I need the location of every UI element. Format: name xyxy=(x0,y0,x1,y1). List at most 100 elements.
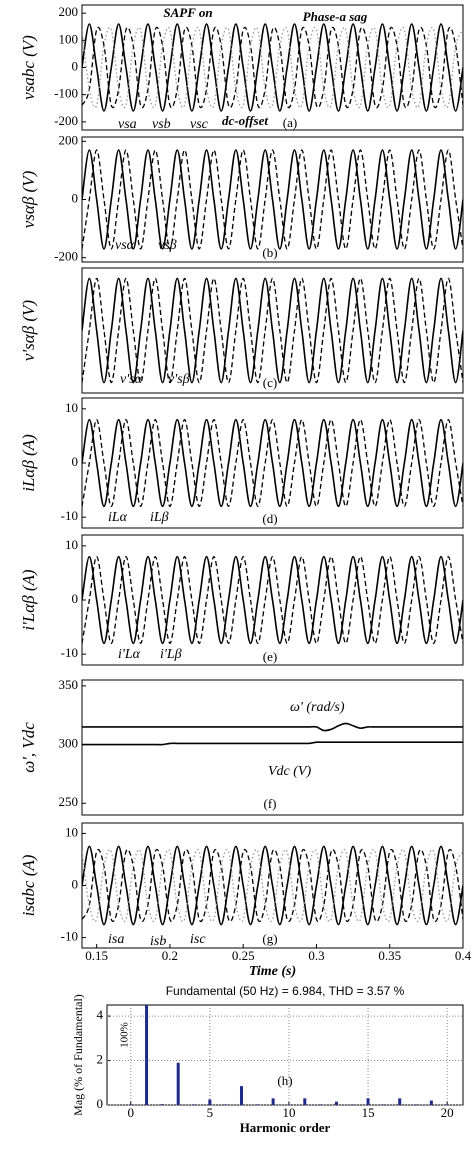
x-tick-label: 10 xyxy=(282,1105,295,1120)
y-axis-label: iLαβ (A) xyxy=(19,434,38,492)
y-axis-label: ω', Vdc xyxy=(19,722,38,773)
y-axis-label: isabc (A) xyxy=(19,854,38,916)
y-tick-label: 0 xyxy=(72,876,79,891)
y-axis-label: Mag (% of Fundamental) xyxy=(71,994,85,1116)
y-tick-label: 4 xyxy=(97,1007,104,1022)
x-tick-label: 0.4 xyxy=(455,948,472,963)
bar xyxy=(319,1104,323,1105)
bar xyxy=(239,1086,243,1105)
annotation: (g) xyxy=(262,931,277,946)
series-label: isb xyxy=(150,934,166,949)
series-label: vsc xyxy=(190,117,209,132)
series-line xyxy=(82,419,463,507)
annotation: (e) xyxy=(263,649,277,664)
series-line xyxy=(82,26,463,109)
x-tick-label: 15 xyxy=(362,1105,375,1120)
series-line xyxy=(82,848,463,923)
panel: Fundamental (50 Hz) = 6.984, THD = 3.57 … xyxy=(71,984,464,1135)
series-label: vsα xyxy=(115,238,135,253)
series-line xyxy=(82,277,463,384)
series-label: vsa xyxy=(118,117,137,132)
series-line xyxy=(82,418,463,508)
y-axis-label: i'Lαβ (A) xyxy=(19,569,38,630)
y-tick-label: 100 xyxy=(59,31,79,46)
x-tick-label: 0.35 xyxy=(378,948,401,963)
series-line xyxy=(82,277,463,384)
series-label: iLα xyxy=(108,510,128,525)
x-tick-label: 0.15 xyxy=(85,948,108,963)
panel: iLαβ (A) -10 0 10 iLα iLβ (d) xyxy=(19,397,464,529)
y-tick-label: 0 xyxy=(72,58,79,73)
panel: vsabc (V) -200 -100 0 100 200 vsa vsb vsc SAPF on… xyxy=(19,4,464,132)
series-label: isa xyxy=(108,932,124,947)
series-line xyxy=(82,555,463,645)
y-tick-label: 10 xyxy=(65,824,78,839)
plot-frame xyxy=(106,1004,464,1106)
series-line xyxy=(82,23,463,112)
series-line xyxy=(82,741,463,746)
bar xyxy=(303,1098,307,1105)
annotation: (f) xyxy=(264,796,277,811)
panel: i'Lαβ (A) -10 0 10 i'Lα i'Lβ (e) xyxy=(19,534,464,666)
y-tick-label: 10 xyxy=(65,400,78,415)
plot-frame xyxy=(81,679,464,816)
bar xyxy=(398,1098,402,1105)
y-tick-label: -10 xyxy=(61,929,78,944)
x-tick-label: 0.2 xyxy=(162,948,178,963)
annotation: (b) xyxy=(262,245,277,260)
y-tick-label: 200 xyxy=(59,132,79,147)
bar xyxy=(382,1104,386,1105)
series-line xyxy=(82,149,463,250)
series-label: Vdc (V) xyxy=(268,764,311,779)
y-tick-label: 200 xyxy=(59,4,79,19)
y-tick-label: 300 xyxy=(59,736,79,751)
x-axis-label: Harmonic order xyxy=(240,1120,331,1135)
panel: vsαβ (V) -200 0 200 vsα vsβ (b) xyxy=(19,132,464,264)
x-tick-label: 20 xyxy=(441,1105,454,1120)
annotation: (d) xyxy=(262,511,277,526)
series-label: i'Lβ xyxy=(160,647,182,662)
series-line xyxy=(82,848,463,923)
series-line xyxy=(82,845,463,926)
x-tick-label: 0.3 xyxy=(308,948,324,963)
bar xyxy=(445,1104,449,1105)
y-tick-label: 2 xyxy=(97,1052,104,1067)
bar xyxy=(129,1104,133,1105)
series-line xyxy=(82,722,463,732)
y-axis-label: vsabc (V) xyxy=(19,35,38,100)
x-axis-label: Time (s) xyxy=(249,964,296,979)
bar xyxy=(208,1099,212,1105)
y-tick-label: 250 xyxy=(59,794,79,809)
value-label: 100% xyxy=(119,1022,131,1048)
annotation: (c) xyxy=(263,375,277,390)
bar xyxy=(224,1104,228,1105)
y-tick-label: -10 xyxy=(61,645,78,660)
series-label: isc xyxy=(190,932,206,947)
x-tick-label: 5 xyxy=(207,1105,214,1120)
annotation: (a) xyxy=(283,115,297,130)
bar xyxy=(176,1062,180,1105)
y-tick-label: 0 xyxy=(72,454,79,469)
bar xyxy=(271,1098,275,1105)
series-label: ω' (rad/s) xyxy=(290,700,345,715)
bar xyxy=(429,1100,433,1105)
bar xyxy=(334,1101,338,1105)
x-tick-label: 0 xyxy=(127,1105,134,1120)
series-label: v'sα xyxy=(120,372,143,387)
bar xyxy=(192,1104,196,1105)
bar xyxy=(160,1104,164,1105)
panel: isabc (A) Time (s) -10 0 10 0.15 0.2 0.25 0.3 0.3… xyxy=(19,822,472,979)
chart-title: Fundamental (50 Hz) = 6.984, THD = 3.57 … xyxy=(166,984,405,998)
y-tick-label: -100 xyxy=(54,86,78,101)
annotation: Phase-a sag xyxy=(303,9,368,24)
y-tick-label: -200 xyxy=(54,249,78,264)
y-tick-label: 350 xyxy=(59,677,79,692)
bar xyxy=(350,1104,354,1105)
bar xyxy=(287,1104,291,1105)
series-label: v'sβ xyxy=(168,372,190,387)
y-tick-label: 0 xyxy=(97,1096,104,1111)
y-axis-label: vsαβ (V) xyxy=(19,170,38,228)
annotation: (h) xyxy=(277,1073,292,1088)
series-label: iLβ xyxy=(150,510,169,525)
